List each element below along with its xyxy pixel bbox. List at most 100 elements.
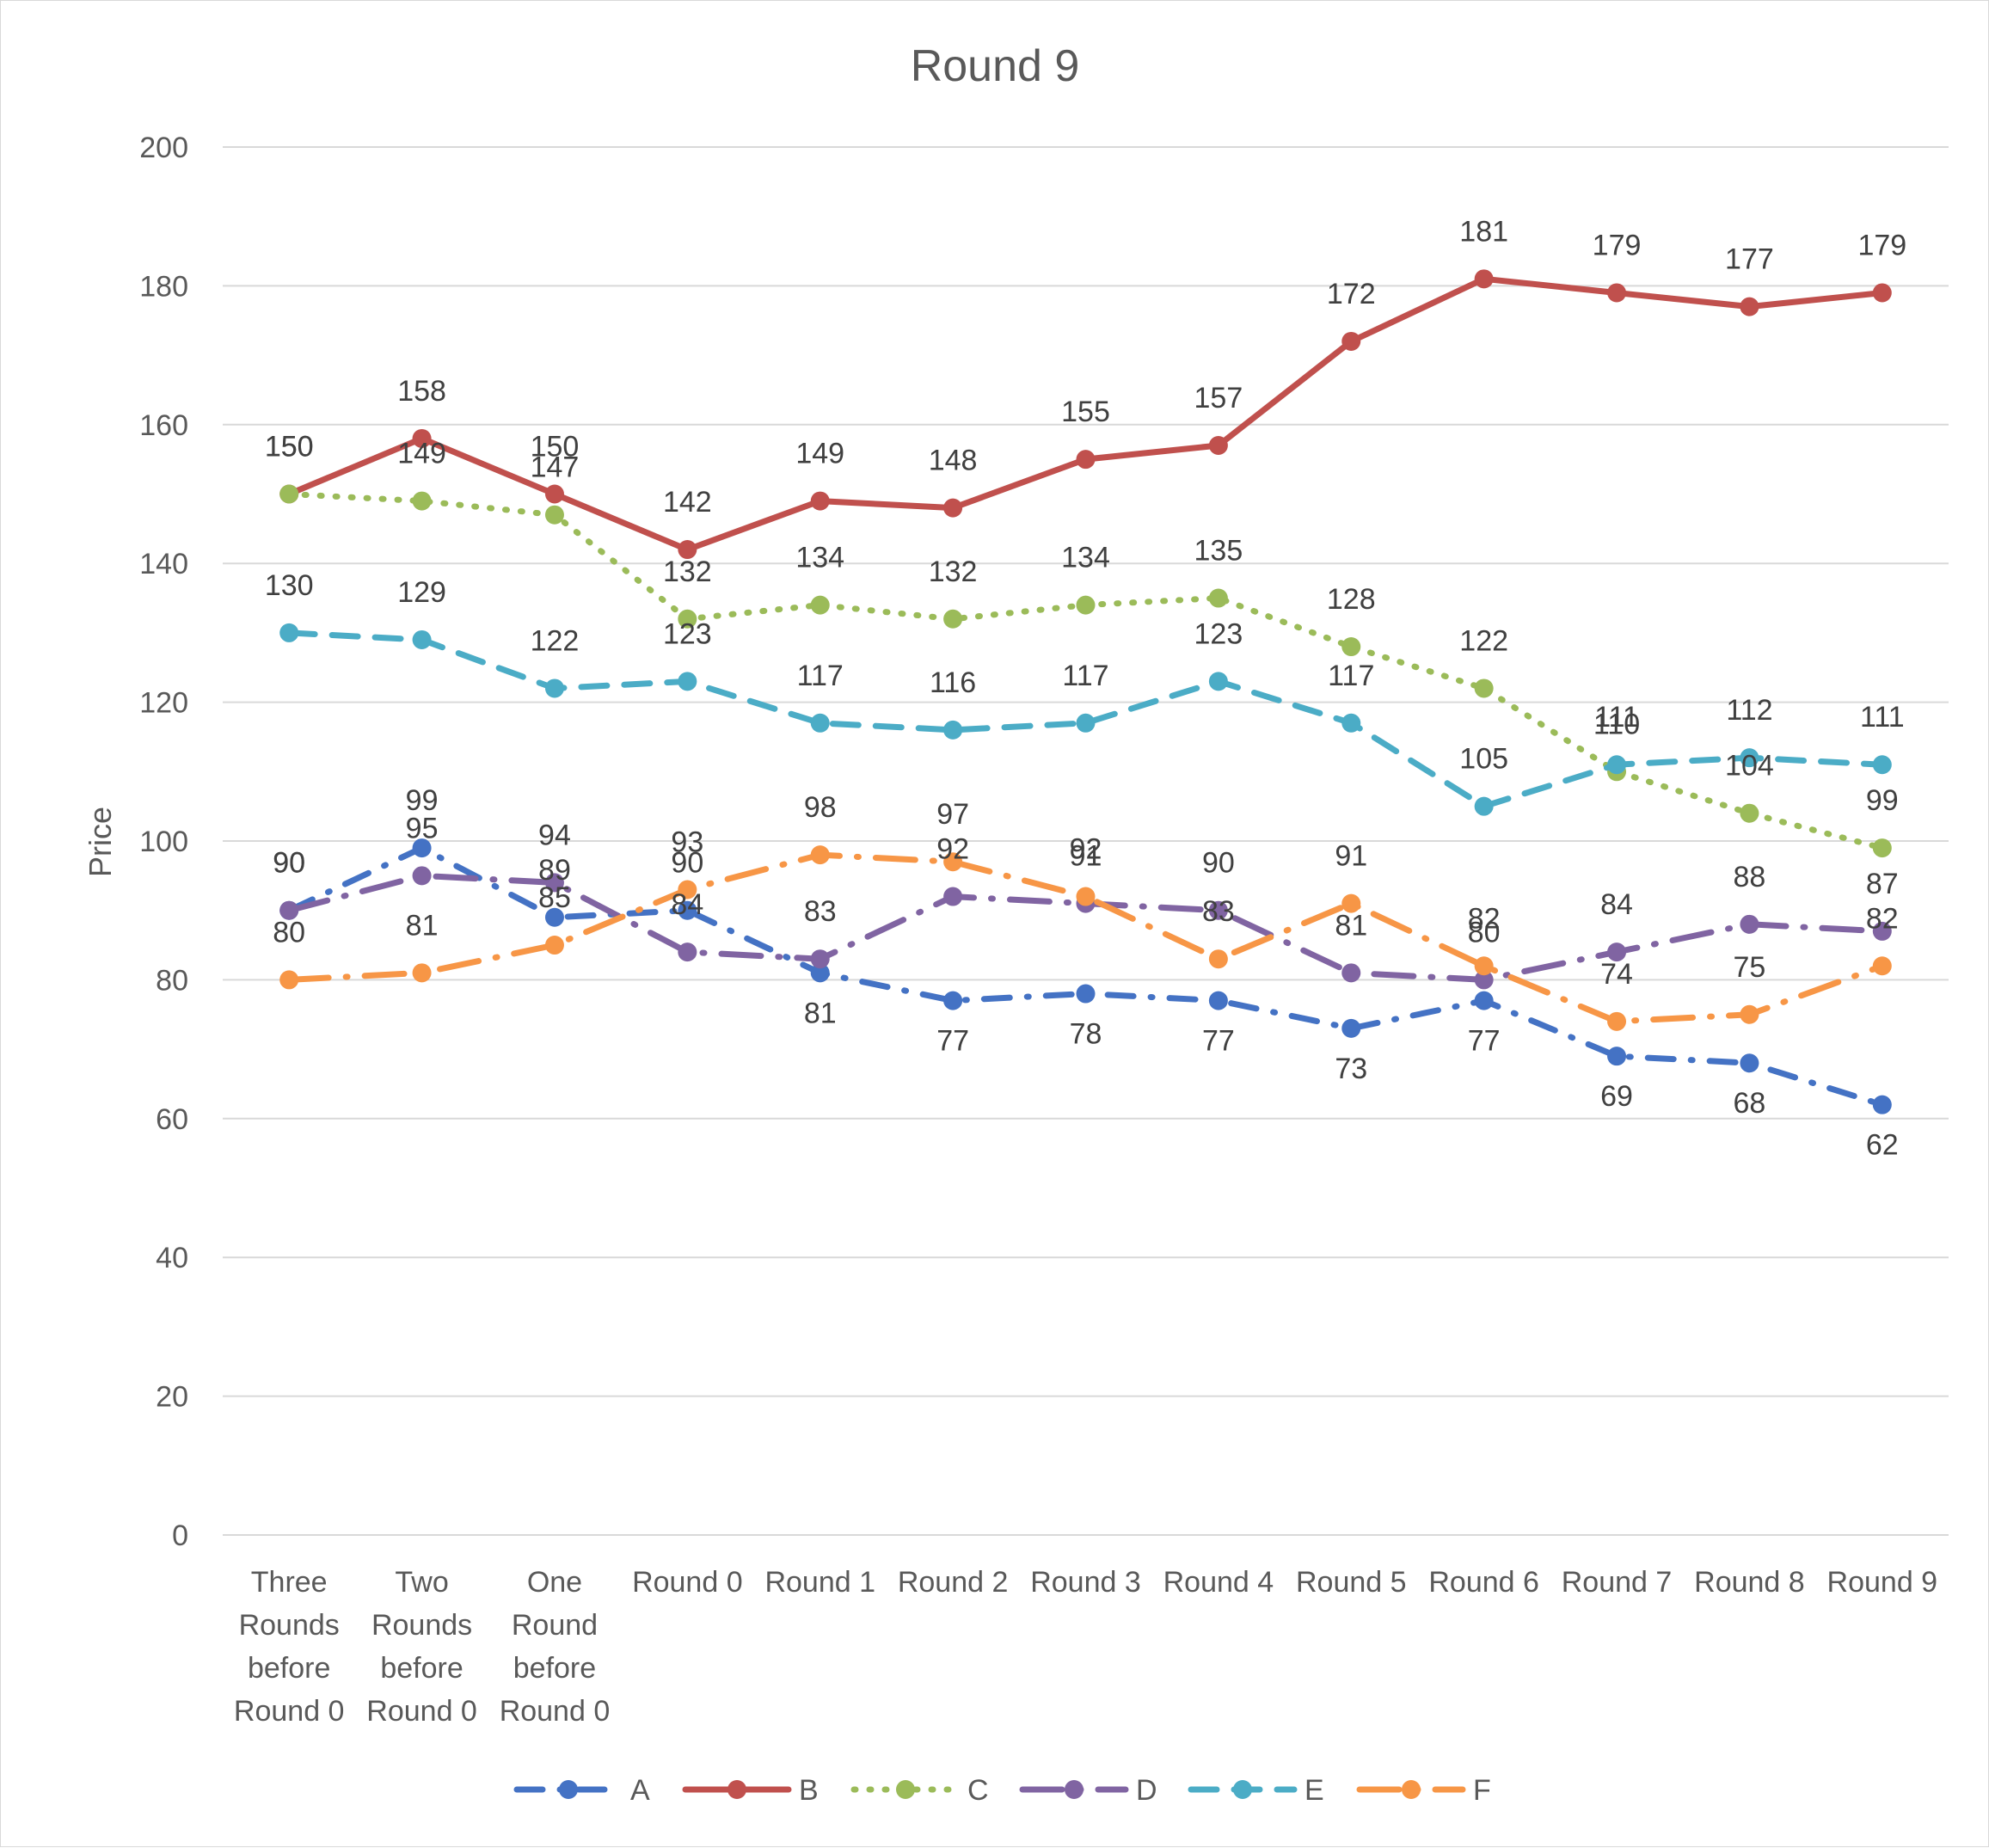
data-label: 150 bbox=[265, 431, 314, 464]
data-label: 157 bbox=[1194, 382, 1243, 414]
chart-title: Round 9 bbox=[911, 41, 1080, 91]
x-tick-label: Round 3 bbox=[1030, 1566, 1141, 1599]
data-point-a bbox=[1740, 1053, 1759, 1073]
data-label: 81 bbox=[406, 909, 439, 942]
legend-label: F bbox=[1473, 1774, 1491, 1807]
data-point-a bbox=[1076, 984, 1096, 1004]
data-point-f bbox=[1208, 949, 1228, 969]
data-label: 129 bbox=[397, 576, 446, 609]
legend: A B C D E F bbox=[513, 1774, 1491, 1807]
data-label: 90 bbox=[273, 847, 305, 880]
data-point-d bbox=[1474, 970, 1494, 990]
data-label: 110 bbox=[1593, 708, 1640, 740]
y-axis-title: Price bbox=[83, 807, 118, 877]
data-label: 91 bbox=[1070, 840, 1102, 873]
data-label: 99 bbox=[1866, 784, 1899, 817]
data-label: 98 bbox=[804, 791, 837, 824]
data-point-b bbox=[943, 498, 963, 518]
data-point-b bbox=[412, 428, 432, 448]
legend-item-e: E bbox=[1188, 1774, 1324, 1807]
data-label: 84 bbox=[671, 888, 703, 921]
y-tick-label: 140 bbox=[139, 548, 188, 580]
data-label: 87 bbox=[1866, 868, 1899, 900]
series-d bbox=[279, 866, 1892, 990]
data-point-d bbox=[943, 887, 963, 906]
data-point-b bbox=[678, 540, 697, 560]
data-label: 92 bbox=[1070, 833, 1102, 866]
data-label: 128 bbox=[1327, 583, 1376, 616]
data-label: 74 bbox=[1600, 958, 1633, 991]
data-point-b bbox=[1474, 269, 1494, 289]
data-label: 75 bbox=[1734, 951, 1766, 984]
data-point-c bbox=[279, 484, 299, 504]
data-point-b bbox=[1208, 436, 1228, 456]
legend-marker bbox=[1065, 1780, 1084, 1799]
legend-item-b: B bbox=[682, 1774, 819, 1807]
data-label: 147 bbox=[531, 451, 580, 484]
data-label: 69 bbox=[1600, 1080, 1633, 1113]
series-layer bbox=[279, 269, 1892, 1114]
data-point-f bbox=[1076, 887, 1096, 906]
data-label: 73 bbox=[1335, 1053, 1367, 1085]
data-point-f bbox=[1740, 1004, 1759, 1024]
data-point-f bbox=[1607, 1011, 1627, 1031]
data-point-a bbox=[1474, 991, 1494, 1010]
data-label: 83 bbox=[804, 895, 837, 928]
data-label: 116 bbox=[930, 666, 976, 699]
data-label: 104 bbox=[1725, 750, 1774, 783]
data-label: 142 bbox=[663, 486, 712, 519]
data-label: 155 bbox=[1061, 396, 1110, 428]
data-label: 179 bbox=[1857, 229, 1906, 261]
data-label: 93 bbox=[671, 826, 703, 858]
data-point-e bbox=[1872, 755, 1892, 775]
data-label: 78 bbox=[1070, 1018, 1102, 1051]
data-point-c bbox=[1740, 803, 1759, 823]
data-label: 123 bbox=[1194, 617, 1243, 650]
data-label: 80 bbox=[1468, 916, 1501, 949]
data-label: 94 bbox=[538, 819, 571, 851]
x-tick-label: Round 2 bbox=[898, 1566, 1009, 1599]
data-point-f bbox=[810, 845, 830, 865]
data-point-e bbox=[544, 678, 564, 698]
x-tick-label: Round 6 bbox=[1428, 1566, 1539, 1599]
data-point-b bbox=[1341, 331, 1361, 351]
data-point-b bbox=[1076, 450, 1096, 470]
data-point-b bbox=[1607, 283, 1627, 303]
data-point-c bbox=[1474, 678, 1494, 698]
legend-item-f: F bbox=[1356, 1774, 1491, 1807]
data-point-e bbox=[1076, 713, 1096, 733]
data-point-c bbox=[1076, 595, 1096, 615]
data-label: 90 bbox=[671, 847, 703, 880]
x-tick-label: Two Rounds before Round 0 bbox=[366, 1566, 477, 1728]
data-label: 82 bbox=[1468, 902, 1501, 935]
data-label: 117 bbox=[797, 660, 844, 692]
data-point-c bbox=[1341, 637, 1361, 657]
data-point-d bbox=[412, 866, 432, 886]
data-label: 132 bbox=[929, 556, 978, 588]
data-point-a bbox=[544, 907, 564, 927]
data-label: 149 bbox=[795, 438, 844, 470]
data-label: 68 bbox=[1734, 1087, 1766, 1120]
data-point-c bbox=[943, 609, 963, 629]
data-point-f bbox=[678, 880, 697, 899]
data-label: 99 bbox=[406, 784, 439, 817]
data-label: 122 bbox=[531, 624, 580, 657]
data-point-e bbox=[1740, 748, 1759, 768]
x-tick-label: Round 1 bbox=[764, 1566, 875, 1599]
data-point-a bbox=[810, 963, 830, 983]
data-label: 150 bbox=[265, 431, 314, 464]
y-tick-label: 180 bbox=[139, 270, 188, 303]
data-label: 132 bbox=[663, 556, 712, 588]
data-label: 81 bbox=[1335, 909, 1367, 942]
data-label: 112 bbox=[1726, 694, 1772, 727]
legend-marker bbox=[1402, 1780, 1421, 1799]
y-axis-ticks: 0 20 40 60 80 100 120 140 160 180 200 bbox=[139, 132, 188, 1552]
data-point-d bbox=[1872, 921, 1892, 941]
y-tick-label: 40 bbox=[156, 1242, 188, 1274]
data-label: 172 bbox=[1327, 278, 1376, 310]
data-point-e bbox=[810, 713, 830, 733]
data-point-f bbox=[1341, 893, 1361, 913]
data-point-b bbox=[544, 484, 564, 504]
